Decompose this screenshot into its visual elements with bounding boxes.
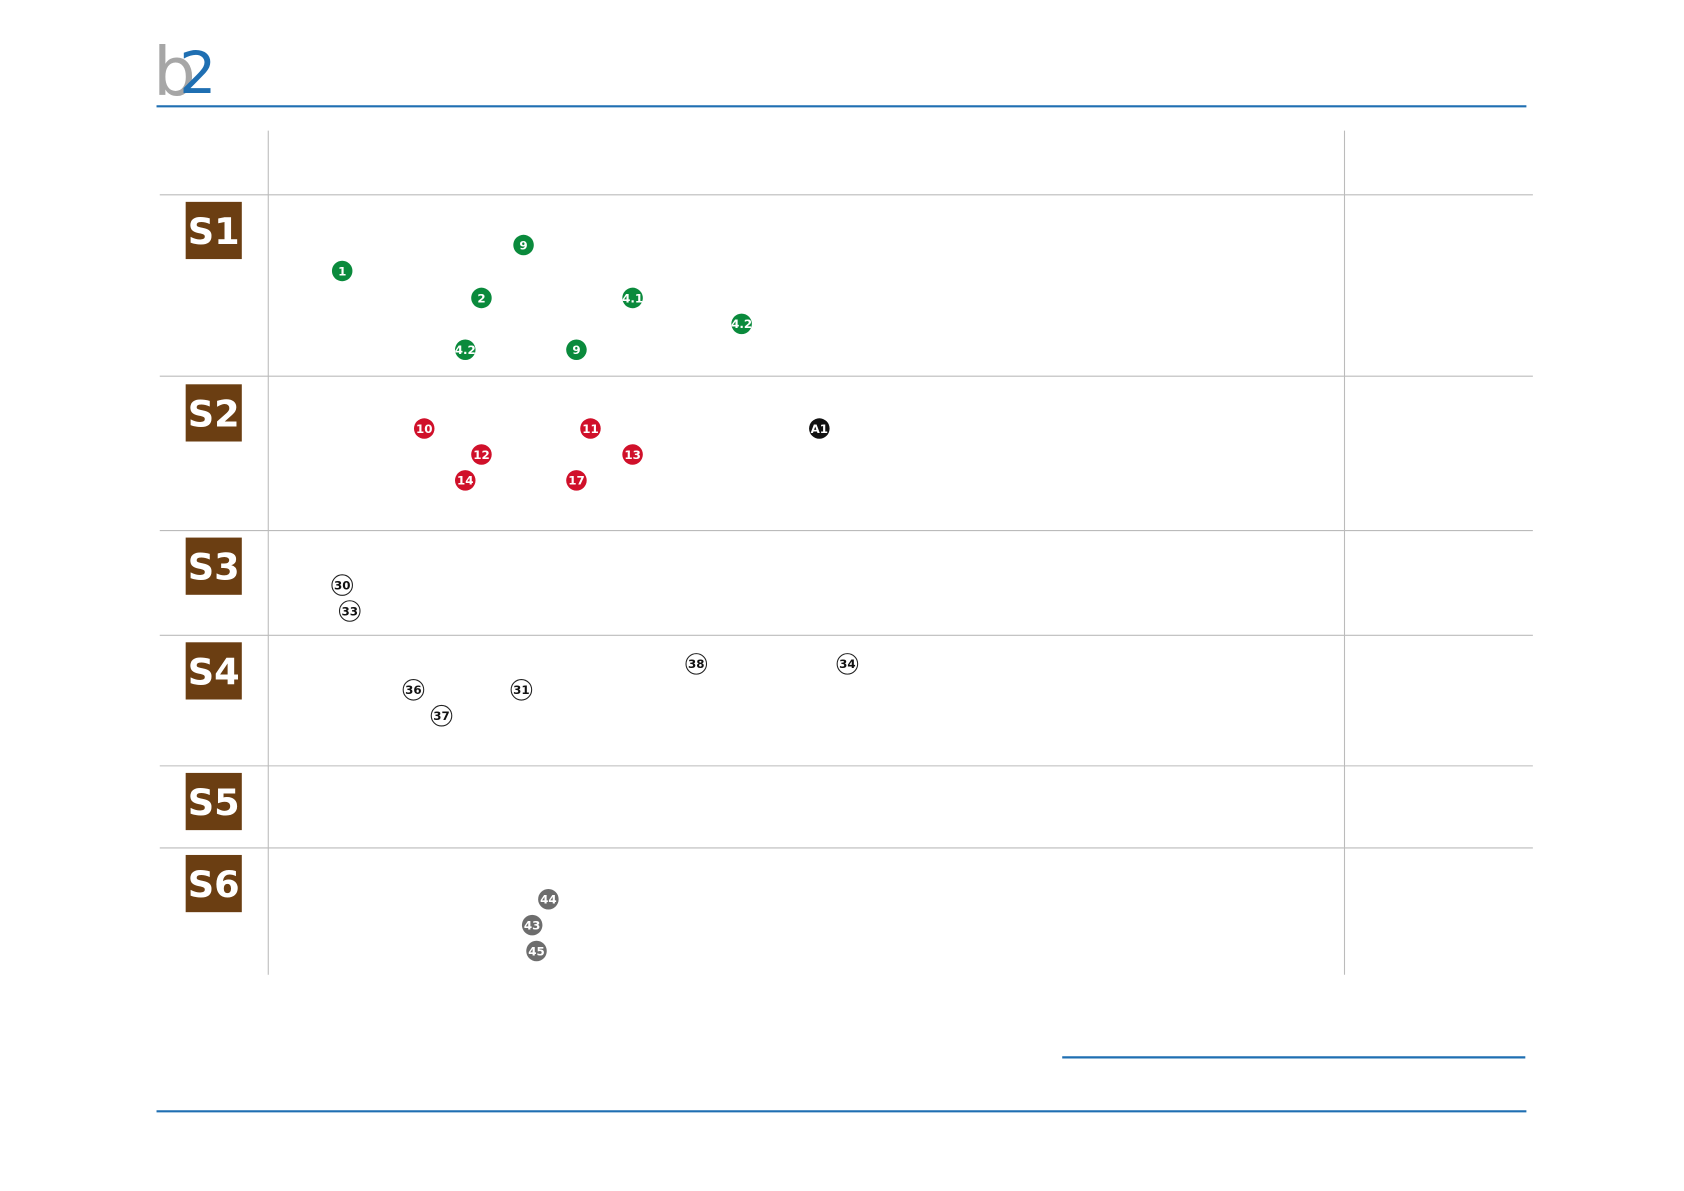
marker: [566, 470, 587, 491]
marker: [836, 653, 859, 675]
marker-label: 31: [513, 683, 530, 697]
marker-label: 4.2: [731, 317, 752, 331]
marker: [526, 940, 547, 962]
marker: [622, 287, 643, 309]
marker: [331, 260, 353, 282]
section-label: S3: [188, 546, 240, 589]
marker: [471, 287, 492, 309]
marker: [622, 444, 643, 465]
marker-label: A1: [811, 422, 828, 436]
marker: [402, 678, 425, 701]
section-badge: [185, 854, 242, 913]
marker: [455, 339, 476, 361]
marker-label: 44: [540, 893, 557, 907]
marker: [580, 418, 601, 439]
marker-label: 9: [519, 238, 527, 252]
marker: [455, 470, 476, 491]
marker-label: 2: [477, 291, 485, 305]
logo-letter: b: [153, 33, 195, 111]
marker-label: 12: [473, 448, 490, 462]
marker-label: 43: [524, 918, 541, 932]
marker-label: 14: [457, 474, 474, 488]
marker: [338, 600, 361, 622]
marker: [471, 444, 492, 465]
section-badge: [185, 537, 242, 595]
marker-label: 11: [582, 422, 599, 436]
marker: [430, 704, 453, 727]
marker-label: 4.2: [455, 343, 476, 357]
section-label: S2: [188, 392, 240, 435]
marker: [731, 313, 752, 335]
marker-label: 1: [338, 264, 346, 278]
marker-label: 4.1: [622, 291, 643, 305]
marker-label: 10: [416, 422, 433, 436]
marker: [331, 574, 353, 596]
section-label: S6: [188, 863, 240, 906]
marker: [510, 678, 533, 701]
marker-label: 45: [528, 944, 545, 958]
marker-label: 13: [624, 448, 641, 462]
section-badge: [185, 384, 242, 442]
marker: [513, 234, 534, 256]
section-label: S1: [188, 210, 240, 253]
marker: [566, 339, 587, 361]
section-badge: [185, 772, 242, 831]
marker: [538, 888, 559, 910]
logo-digit: 2: [179, 39, 216, 107]
marker: [521, 914, 543, 936]
marker-label: 33: [341, 604, 358, 618]
section-label: S4: [188, 650, 240, 693]
marker: [809, 418, 830, 439]
marker-label: 30: [334, 578, 351, 592]
marker-label: 17: [568, 474, 585, 488]
marker-label: 9: [572, 343, 580, 357]
marker: [685, 653, 708, 675]
marker-label: 37: [433, 709, 450, 723]
section-badge: [185, 201, 242, 260]
section-label: S5: [188, 781, 240, 824]
marker-label: 36: [405, 683, 422, 697]
marker-label: 34: [839, 657, 856, 671]
section-badge: [185, 642, 242, 700]
marker: [413, 418, 435, 439]
marker-label: 38: [688, 657, 705, 671]
